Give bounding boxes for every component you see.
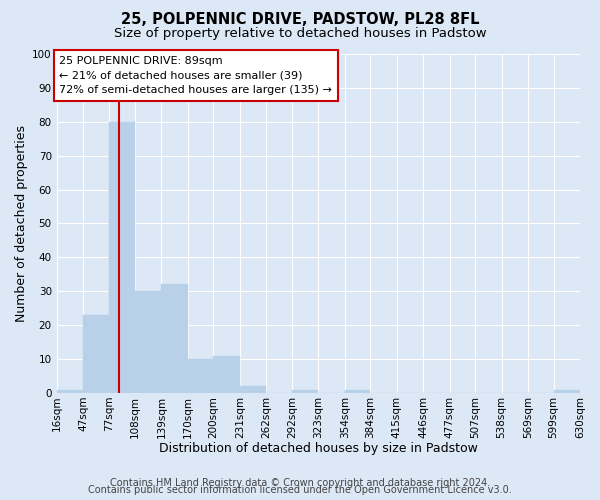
Bar <box>135 292 161 393</box>
Bar <box>240 386 266 393</box>
Y-axis label: Number of detached properties: Number of detached properties <box>15 125 28 322</box>
Bar <box>188 359 214 393</box>
Text: 25, POLPENNIC DRIVE, PADSTOW, PL28 8FL: 25, POLPENNIC DRIVE, PADSTOW, PL28 8FL <box>121 12 479 28</box>
Bar <box>83 315 109 393</box>
Text: 25 POLPENNIC DRIVE: 89sqm
← 21% of detached houses are smaller (39)
72% of semi-: 25 POLPENNIC DRIVE: 89sqm ← 21% of detac… <box>59 56 332 96</box>
Bar <box>554 390 580 393</box>
Bar <box>345 390 370 393</box>
Bar <box>56 390 83 393</box>
Bar <box>161 284 188 393</box>
Bar <box>214 356 240 393</box>
Text: Size of property relative to detached houses in Padstow: Size of property relative to detached ho… <box>113 28 487 40</box>
Text: Contains public sector information licensed under the Open Government Licence v3: Contains public sector information licen… <box>88 485 512 495</box>
Bar <box>292 390 319 393</box>
X-axis label: Distribution of detached houses by size in Padstow: Distribution of detached houses by size … <box>159 442 478 455</box>
Bar <box>109 122 135 393</box>
Text: Contains HM Land Registry data © Crown copyright and database right 2024.: Contains HM Land Registry data © Crown c… <box>110 478 490 488</box>
